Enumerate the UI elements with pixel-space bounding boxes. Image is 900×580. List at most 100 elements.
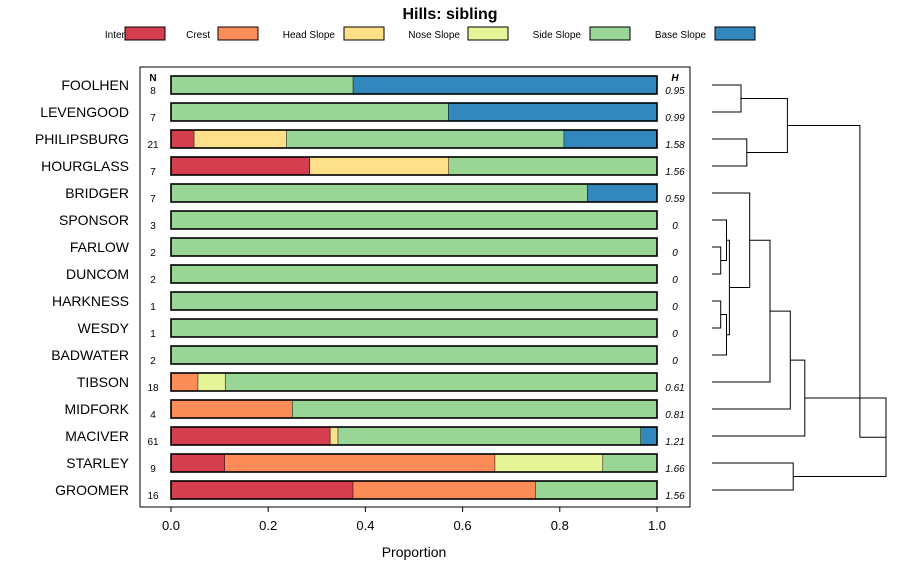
n-value-harkness: 1 [150,302,156,313]
bar-segment-duncom-side-slope [171,265,657,283]
bar-outline-badwater [170,345,658,365]
legend-swatch-interfluve [124,26,166,41]
legend-label-head-slope: Head Slope [283,30,336,41]
bar-segment-groomer-side-slope [535,481,657,499]
h-value-levengood: 0.99 [665,113,685,124]
dendrogram-branch-sfd [712,219,727,261]
dendrogram-branch-ph [712,138,748,167]
x-tick-label: 0.2 [259,518,277,533]
bar-outline-maciver [170,426,658,446]
bar-outline-bridger [170,183,658,203]
bar-outline-levengood [170,102,658,122]
n-value-starley: 9 [150,464,156,475]
bar-segment-maciver-head-slope [330,427,339,445]
n-value-groomer: 16 [147,491,159,502]
legend-swatch-base-slope [714,26,756,41]
legend-swatch-side-slope [589,26,631,41]
row-label-duncom: DUNCOM [66,266,129,282]
dendrogram-branch-root [787,125,886,438]
n-value-tibson: 18 [147,383,159,394]
chart-title: Hills: sibling [402,6,497,23]
h-column-header: H [671,73,679,84]
bar-outline-starley [170,453,658,473]
n-value-maciver: 61 [147,437,159,448]
h-value-harkness: 0 [672,302,678,313]
bar-segment-starley-side-slope [603,454,657,472]
bar-outline-groomer [170,480,658,500]
bar-segment-hourglass-head-slope [309,157,449,175]
x-tick-label: 0.8 [551,518,569,533]
row-label-badwater: BADWATER [51,347,129,363]
bar-segment-tibson-crest [171,373,199,391]
legend-label-nose-slope: Nose Slope [408,30,460,41]
legend-label-side-slope: Side Slope [533,30,582,41]
h-value-midfork: 0.81 [665,410,684,421]
h-value-duncom: 0 [672,275,678,286]
bar-segment-wesdy-side-slope [171,319,657,337]
bar-segment-bridger-side-slope [171,184,588,202]
n-value-hourglass: 7 [150,167,156,178]
bar-segment-farlow-side-slope [171,238,657,256]
dendrogram-branch-fl [712,84,742,113]
bar-segment-harkness-side-slope [171,292,657,310]
bar-segment-tibson-nose-slope [198,373,226,391]
legend-swatch-crest [217,26,259,41]
row-label-harkness: HARKNESS [52,293,129,309]
bar-segment-starley-crest [224,454,496,472]
dendrogram [712,84,887,491]
bar-outline-farlow [170,237,658,257]
bar-segment-groomer-interfluve [171,481,354,499]
n-value-duncom: 2 [150,275,156,286]
dendrogram-branch-top4 [741,98,788,153]
bar-segment-hourglass-interfluve [171,157,310,175]
bar-outline-sponsor [170,210,658,230]
h-value-sponsor: 0 [672,221,678,232]
bar-outline-midfork [170,399,658,419]
bar-segment-philipsburg-base-slope [564,130,657,148]
bar-segment-badwater-side-slope [171,346,657,364]
row-label-sponsor: SPONSOR [59,212,129,228]
dendrogram-branch-sg [712,462,794,491]
n-value-midfork: 4 [150,410,156,421]
n-value-levengood: 7 [150,113,156,124]
h-value-groomer: 1.56 [665,491,685,502]
n-value-farlow: 2 [150,248,156,259]
dendrogram-branch-fd [712,246,722,275]
row-label-groomer: GROOMER [55,482,129,498]
bar-segment-philipsburg-head-slope [194,130,287,148]
bar-outline-harkness [170,291,658,311]
bar-segment-sponsor-side-slope [171,211,657,229]
dendrogram-branch-zb [712,192,751,288]
x-tick-label: 0.0 [162,518,180,533]
n-value-bridger: 7 [150,194,156,205]
bar-outline-philipsburg [170,129,658,149]
n-value-philipsburg: 21 [147,140,159,151]
dendrogram-branch-hwb [712,314,727,356]
h-value-farlow: 0 [672,248,678,259]
bar-segment-foolhen-side-slope [171,76,354,94]
h-value-badwater: 0 [672,356,678,367]
bar-segment-midfork-side-slope [292,400,657,418]
row-label-philipsburg: PHILIPSBURG [35,131,129,147]
row-label-farlow: FARLOW [70,239,130,255]
plot-frame [139,66,691,508]
h-value-foolhen: 0.95 [665,86,685,97]
bar-outline-hourglass [170,156,658,176]
legend-swatch-head-slope [343,26,385,41]
bar-segment-starley-interfluve [171,454,225,472]
row-label-starley: STARLEY [66,455,129,471]
dendrogram-branch-zbtmm [712,359,806,437]
legend-swatch-nose-slope [467,26,509,41]
row-label-midfork: MIDFORK [64,401,129,417]
bar-segment-levengood-side-slope [171,103,449,121]
x-tick-label: 0.4 [356,518,374,533]
h-value-maciver: 1.21 [665,437,684,448]
bar-segment-levengood-base-slope [448,103,657,121]
n-value-foolhen: 8 [150,86,156,97]
bar-segment-hourglass-side-slope [448,157,657,175]
legend-label-crest: Crest [186,30,210,41]
x-axis: 0.0 0.2 0.4 0.6 0.8 1.0 [162,507,666,533]
